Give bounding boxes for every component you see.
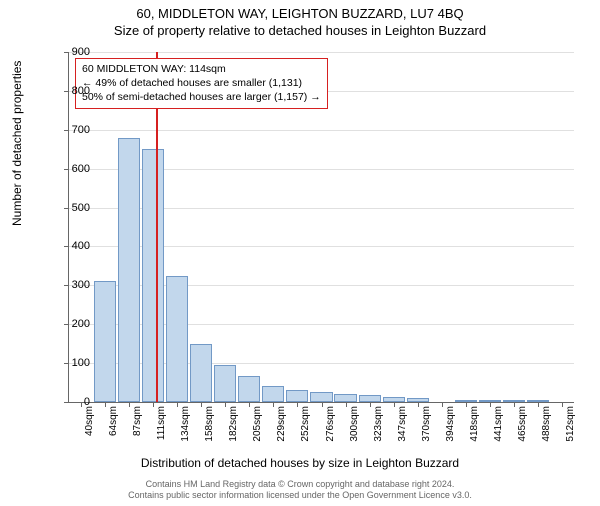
xtick-mark xyxy=(322,402,323,407)
chart-title-sub: Size of property relative to detached ho… xyxy=(0,23,600,38)
annotation-line-1: 60 MIDDLETON WAY: 114sqm xyxy=(82,62,321,76)
xtick-mark xyxy=(538,402,539,407)
histogram-bar xyxy=(334,394,356,402)
gridline xyxy=(69,52,574,53)
x-axis-label: Distribution of detached houses by size … xyxy=(0,456,600,470)
xtick-mark xyxy=(201,402,202,407)
gridline xyxy=(69,130,574,131)
footer-line-1: Contains HM Land Registry data © Crown c… xyxy=(0,479,600,491)
annotation-box: 60 MIDDLETON WAY: 114sqm← 49% of detache… xyxy=(75,58,328,109)
xtick-mark xyxy=(249,402,250,407)
histogram-bar xyxy=(262,386,284,402)
xtick-mark xyxy=(346,402,347,407)
histogram-bar xyxy=(214,365,236,402)
xtick-mark xyxy=(466,402,467,407)
footer-attribution: Contains HM Land Registry data © Crown c… xyxy=(0,479,600,502)
ytick-label: 600 xyxy=(50,163,90,175)
ytick-label: 400 xyxy=(50,240,90,252)
y-axis-label: Number of detached properties xyxy=(10,61,24,226)
ytick-label: 100 xyxy=(50,357,90,369)
ytick-label: 200 xyxy=(50,318,90,330)
histogram-bar xyxy=(118,138,140,402)
ytick-label: 700 xyxy=(50,124,90,136)
ytick-label: 0 xyxy=(50,396,90,408)
annotation-line-2: ← 49% of detached houses are smaller (1,… xyxy=(82,76,321,90)
xtick-mark xyxy=(418,402,419,407)
xtick-mark xyxy=(394,402,395,407)
plot-area: 40sqm64sqm87sqm111sqm134sqm158sqm182sqm2… xyxy=(68,52,574,403)
histogram-bar xyxy=(94,281,116,402)
histogram-bar xyxy=(238,376,260,402)
xtick-mark xyxy=(177,402,178,407)
xtick-mark xyxy=(153,402,154,407)
histogram-bar xyxy=(142,149,164,402)
ytick-label: 800 xyxy=(50,85,90,97)
ytick-label: 900 xyxy=(50,46,90,58)
xtick-mark xyxy=(273,402,274,407)
histogram-bar xyxy=(310,392,332,402)
xtick-mark xyxy=(225,402,226,407)
xtick-mark xyxy=(490,402,491,407)
xtick-mark xyxy=(370,402,371,407)
ytick-label: 300 xyxy=(50,279,90,291)
xtick-mark xyxy=(297,402,298,407)
histogram-bar xyxy=(190,344,212,402)
histogram-bar xyxy=(286,390,308,402)
annotation-line-3: 50% of semi-detached houses are larger (… xyxy=(82,90,321,104)
xtick-mark xyxy=(562,402,563,407)
xtick-mark xyxy=(129,402,130,407)
xtick-mark xyxy=(442,402,443,407)
footer-line-2: Contains public sector information licen… xyxy=(0,490,600,502)
histogram-bar xyxy=(359,395,381,402)
xtick-mark xyxy=(514,402,515,407)
xtick-mark xyxy=(105,402,106,407)
ytick-label: 500 xyxy=(50,202,90,214)
chart-title-main: 60, MIDDLETON WAY, LEIGHTON BUZZARD, LU7… xyxy=(0,6,600,21)
histogram-bar xyxy=(166,276,188,402)
